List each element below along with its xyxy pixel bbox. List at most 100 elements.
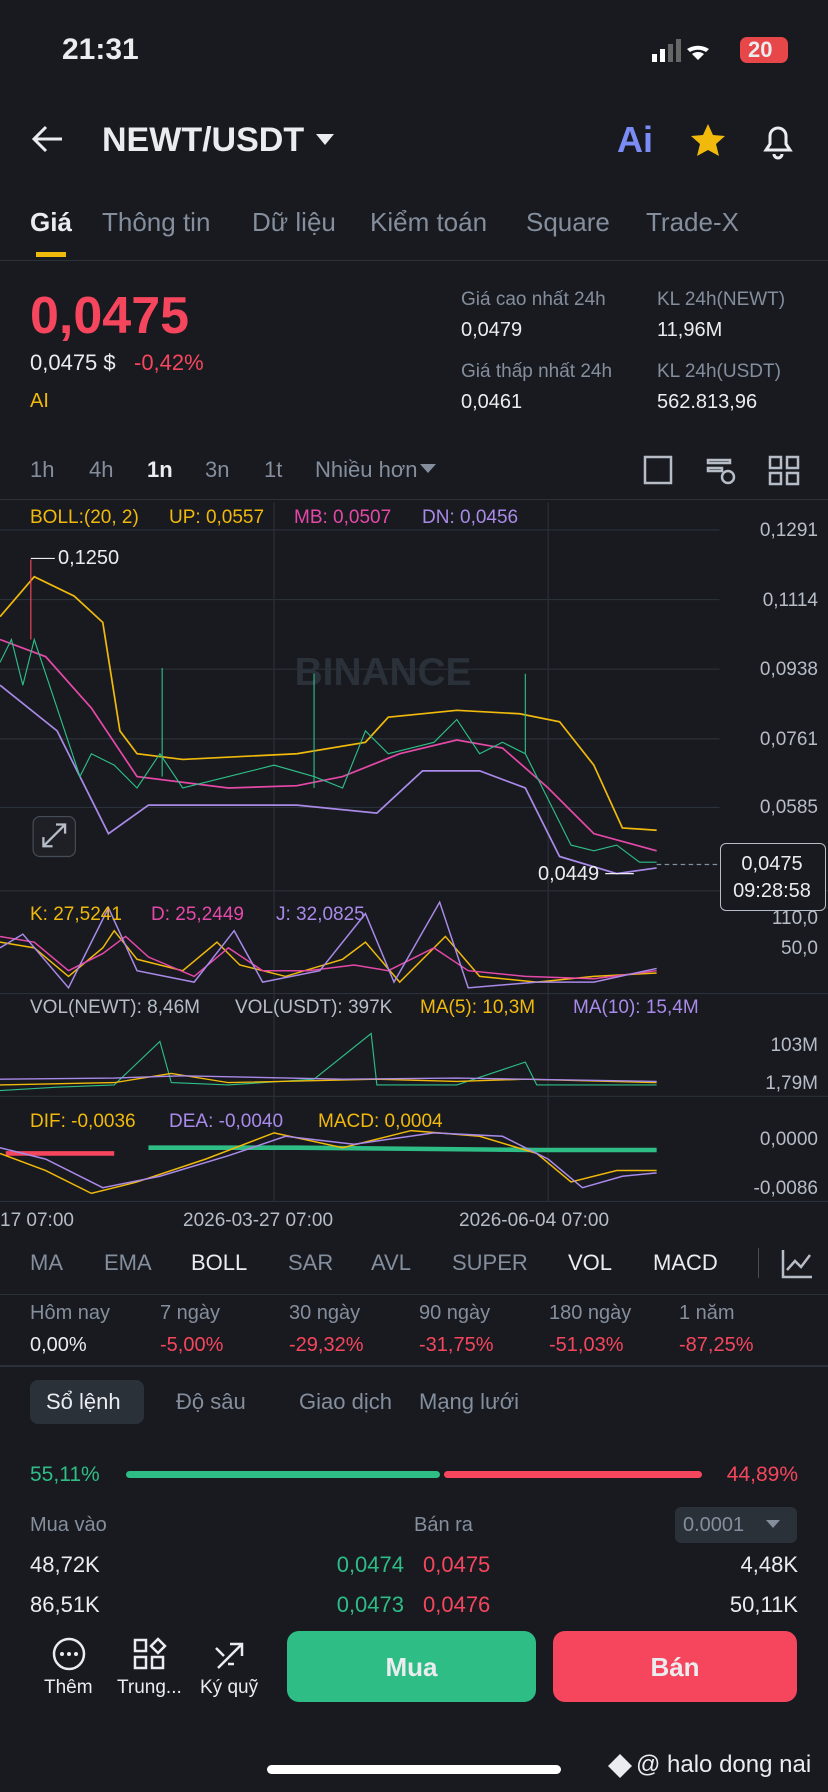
credit: @ halo dong nai <box>636 1751 812 1778</box>
favorite[interactable] <box>688 122 728 160</box>
orderbook-tab[interactable]: Sổ lệnh <box>46 1389 121 1414</box>
chart-tools[interactable] <box>640 452 820 488</box>
date-tick: 17 07:00 <box>0 1210 74 1231</box>
indicator[interactable]: SUPER <box>452 1250 528 1275</box>
indicator[interactable]: MACD <box>653 1250 718 1275</box>
center-label[interactable]: Trung... <box>117 1677 182 1698</box>
boll-label: MB: 0,0507 <box>294 507 392 528</box>
date-tick: 2026-03-27 07:00 <box>183 1210 334 1231</box>
dropdown[interactable] <box>314 132 336 146</box>
divider <box>0 260 828 261</box>
separator <box>758 1248 759 1278</box>
more-label[interactable]: Thêm <box>44 1677 93 1698</box>
orderbook-tab[interactable]: Giao dịch <box>299 1389 392 1414</box>
price-tick: 0,0761 <box>759 729 818 750</box>
pair[interactable]: NEWT/USDT <box>102 121 305 159</box>
credit-logo <box>608 1754 632 1778</box>
tab[interactable]: Kiểm toán <box>370 207 488 237</box>
indicator-settings[interactable] <box>780 1248 814 1280</box>
price-tick: 0,1291 <box>759 520 818 541</box>
tab[interactable]: Dữ liệu <box>252 207 336 237</box>
ai-button[interactable]: Ai <box>617 119 653 160</box>
ask-price: 0,0476 <box>423 1592 491 1617</box>
buy-button[interactable]: Mua <box>287 1631 536 1702</box>
vol-label: VOL(NEWT): 8,46M <box>30 997 200 1018</box>
low-label: 0,0449 <box>538 863 600 885</box>
stat-label: KL 24h(USDT) <box>657 361 781 382</box>
bid-price: 0,0473 <box>336 1592 404 1617</box>
perf-label: 7 ngày <box>160 1302 221 1324</box>
home-indicator <box>267 1765 561 1774</box>
perf-value: -29,32% <box>289 1334 364 1356</box>
stat-value: 562.813,96 <box>657 391 758 413</box>
indicator[interactable]: SAR <box>288 1250 334 1275</box>
sell-pct: 44,89% <box>726 1463 798 1486</box>
sell-button[interactable]: Bán <box>553 1631 797 1702</box>
perf-value: -51,03% <box>549 1334 624 1356</box>
usd-price: 0,0475 $ <box>30 350 116 375</box>
indicator[interactable]: VOL <box>568 1250 613 1275</box>
kdj-tick: 110,0 <box>771 908 818 929</box>
bid-qty: 48,72K <box>30 1552 100 1577</box>
battery-level: 20 <box>748 37 773 62</box>
macd-label: MACD: 0,0004 <box>318 1111 443 1132</box>
perf-label: Hôm nay <box>30 1302 111 1324</box>
indicator[interactable]: MA <box>30 1250 63 1275</box>
chart-graphics: BINANCE <box>0 502 828 1202</box>
vol-label: VOL(USDT): 397K <box>235 997 393 1018</box>
perf-label: 30 ngày <box>289 1302 361 1324</box>
back-button[interactable] <box>30 124 66 154</box>
indicator[interactable]: EMA <box>104 1250 152 1275</box>
tab[interactable]: Thông tin <box>102 207 211 237</box>
tab[interactable]: Trade-X <box>646 207 739 237</box>
vol-tick: 103M <box>770 1035 818 1056</box>
macd-label: DEA: -0,0040 <box>169 1111 284 1132</box>
macd-tick: 0,0000 <box>759 1129 818 1150</box>
boll-label: DN: 0,0456 <box>422 507 519 528</box>
sell-bar <box>444 1471 702 1478</box>
divider <box>0 1365 828 1367</box>
tab-pill <box>30 1380 144 1424</box>
tab[interactable]: Giá <box>30 207 72 237</box>
margin-label[interactable]: Ký quỹ <box>200 1677 259 1698</box>
stat-value: 0,0479 <box>461 319 523 341</box>
orderbook-tab[interactable]: Mạng lưới <box>419 1389 520 1414</box>
perf-label: 180 ngày <box>549 1302 632 1324</box>
macd-tick: -0,0086 <box>753 1178 818 1199</box>
interval[interactable]: 1n <box>147 457 173 482</box>
orderbook-tab[interactable]: Độ sâu <box>176 1389 246 1414</box>
divider <box>0 1294 828 1295</box>
kdj-label: D: 25,2449 <box>151 904 244 925</box>
indicator[interactable]: BOLL <box>191 1250 248 1275</box>
perf-label: 1 năm <box>679 1302 735 1324</box>
ask-price: 0,0475 <box>423 1552 491 1577</box>
watermark: BINANCE <box>295 651 472 694</box>
kdj-label: K: 27,5241 <box>30 904 122 925</box>
current-price-box <box>720 843 826 911</box>
more-dropdown[interactable] <box>418 462 448 476</box>
interval[interactable]: 4h <box>89 457 114 482</box>
high-label: 0,1250 <box>58 547 120 569</box>
price-tick: 0,0938 <box>759 659 818 680</box>
vol-label: MA(5): 10,3M <box>420 997 536 1018</box>
countdown: 09:28:58 <box>733 880 811 902</box>
ai-link[interactable]: AI <box>30 390 49 412</box>
interval[interactable]: Nhiều hơn <box>315 457 418 482</box>
buy-pct: 55,11% <box>30 1463 100 1486</box>
step-select[interactable] <box>675 1507 797 1543</box>
ask-qty: 4,48K <box>740 1552 799 1577</box>
interval[interactable]: 1h <box>30 457 55 482</box>
perf-value: 0,00% <box>30 1334 87 1356</box>
signal-icons <box>652 39 709 62</box>
alert[interactable] <box>760 122 796 160</box>
interval[interactable]: 1t <box>264 457 283 482</box>
divider <box>0 499 828 500</box>
ask-qty: 50,11K <box>729 1592 798 1617</box>
sell-header: Bán ra <box>414 1514 473 1536</box>
boll-label: UP: 0,0557 <box>169 507 265 528</box>
indicator[interactable]: AVL <box>371 1250 411 1275</box>
perf-value: -31,75% <box>419 1334 494 1356</box>
tab[interactable]: Square <box>526 207 610 237</box>
interval[interactable]: 3n <box>205 457 230 482</box>
perf-label: 90 ngày <box>419 1302 491 1324</box>
